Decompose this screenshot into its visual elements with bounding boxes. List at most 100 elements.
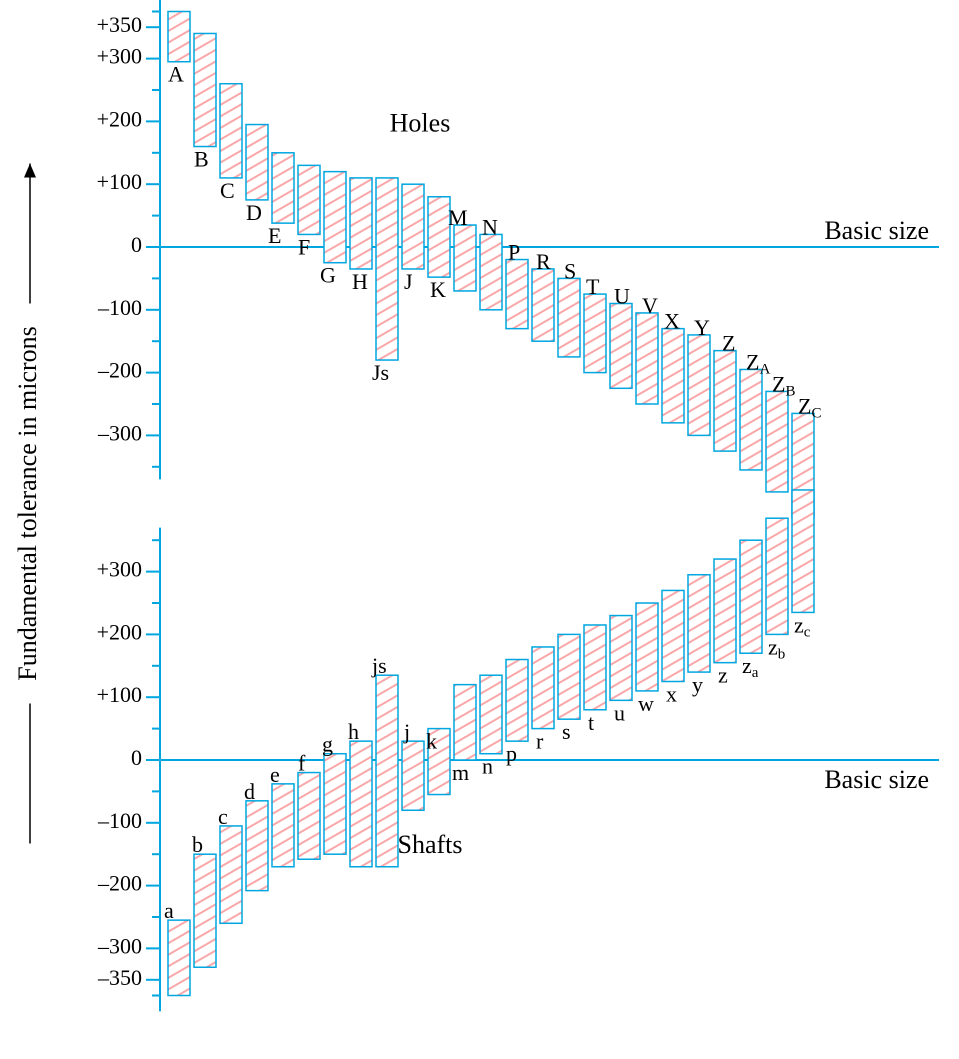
tick-label: +100 <box>97 169 142 194</box>
hole-bar <box>168 12 190 62</box>
shaft-label: x <box>666 682 677 707</box>
shaft-bar <box>376 675 398 867</box>
shaft-label: a <box>164 898 174 923</box>
hole-bar <box>532 269 554 341</box>
shaft-bar <box>298 773 320 860</box>
shaft-label: r <box>536 729 544 754</box>
shaft-label: js <box>371 653 387 678</box>
tick-label: +200 <box>97 106 142 131</box>
shaft-label: h <box>348 719 359 744</box>
tick-label: –300 <box>97 933 142 958</box>
shaft-bar <box>220 826 242 923</box>
tick-label: +100 <box>97 682 142 707</box>
hole-bar <box>662 329 684 423</box>
tick-label: +300 <box>97 44 142 69</box>
shaft-label: u <box>614 700 625 725</box>
shaft-label: z <box>718 663 728 688</box>
shaft-label: zc <box>794 612 811 640</box>
hole-label: ZA <box>746 349 770 377</box>
shaft-label: e <box>270 762 280 787</box>
hole-label: Y <box>694 315 710 340</box>
hole-bar <box>298 165 320 234</box>
shaft-label: b <box>192 832 203 857</box>
hole-bar <box>272 153 294 223</box>
hole-bar <box>636 313 658 404</box>
shaft-label: k <box>426 729 437 754</box>
hole-label: P <box>508 240 520 265</box>
shaft-bar <box>662 590 684 681</box>
shaft-bar <box>272 784 294 867</box>
shaft-bar <box>610 616 632 701</box>
shaft-label: c <box>218 804 228 829</box>
hole-bar <box>506 260 528 329</box>
shaft-label: f <box>298 751 306 776</box>
hole-bar <box>376 178 398 360</box>
shaft-label: zb <box>768 634 785 662</box>
lower-basic-size-label: Basic size <box>824 765 929 794</box>
shaft-bar <box>324 754 346 854</box>
tick-label: +350 <box>97 12 142 37</box>
shaft-bar <box>506 660 528 742</box>
shaft-label: g <box>322 732 333 757</box>
tick-label: 0 <box>131 232 142 257</box>
y-axis-title-group: Fundamental tolerance in microns <box>13 164 42 844</box>
shaft-bar <box>402 741 424 810</box>
hole-label: T <box>586 274 600 299</box>
hole-label: H <box>352 269 368 294</box>
hole-bar <box>194 33 216 146</box>
shaft-bar <box>168 920 190 995</box>
shaft-label: n <box>482 754 493 779</box>
hole-label: R <box>536 249 551 274</box>
shaft-bar <box>454 685 476 760</box>
shaft-bar <box>480 675 502 754</box>
shaft-bar <box>350 741 372 867</box>
hole-bar <box>428 197 450 277</box>
shafts-title: Shafts <box>398 830 463 859</box>
shaft-label: y <box>692 672 703 697</box>
hole-bar <box>740 369 762 469</box>
hole-label: S <box>564 258 576 283</box>
shaft-bar <box>246 801 268 891</box>
hole-label: F <box>298 234 310 259</box>
hole-bar <box>480 234 502 309</box>
tolerance-diagram: +350+300+200+1000–100–200–300ABCDEFGHJsJ… <box>0 0 959 1059</box>
hole-label: D <box>246 200 262 225</box>
shaft-bar <box>194 854 216 967</box>
shaft-bar <box>714 559 736 663</box>
tick-label: –100 <box>97 808 142 833</box>
hole-bar <box>584 294 606 373</box>
hole-bar <box>350 178 372 269</box>
hole-label: J <box>404 269 413 294</box>
hole-bar <box>246 125 268 200</box>
shaft-bar <box>636 603 658 691</box>
y-axis-title: Fundamental tolerance in microns <box>13 326 42 681</box>
hole-label: M <box>448 205 468 230</box>
shaft-label: m <box>452 760 469 785</box>
shaft-bar <box>532 647 554 729</box>
shaft-label: j <box>403 719 410 744</box>
hole-bar <box>688 335 710 435</box>
hole-bar <box>454 225 476 291</box>
hole-bar <box>402 184 424 269</box>
hole-label: C <box>220 178 235 203</box>
hole-label: V <box>642 293 658 318</box>
shaft-bar <box>792 490 814 612</box>
hole-bar <box>220 84 242 178</box>
hole-label: ZB <box>772 371 795 399</box>
shaft-bar <box>740 540 762 653</box>
tick-label: –200 <box>97 358 142 383</box>
shaft-label: d <box>244 779 255 804</box>
hole-label: E <box>268 223 281 248</box>
shaft-label: s <box>562 719 571 744</box>
hole-bar <box>324 172 346 263</box>
shaft-label: w <box>638 691 654 716</box>
tick-label: –100 <box>97 295 142 320</box>
tick-label: 0 <box>131 745 142 770</box>
shaft-label: p <box>506 741 517 766</box>
hole-label: A <box>168 62 184 87</box>
tick-label: +300 <box>97 557 142 582</box>
shaft-bar <box>558 634 580 719</box>
shaft-bar <box>766 518 788 634</box>
chart-svg: +350+300+200+1000–100–200–300ABCDEFGHJsJ… <box>0 0 959 1059</box>
hole-label: K <box>430 277 446 302</box>
